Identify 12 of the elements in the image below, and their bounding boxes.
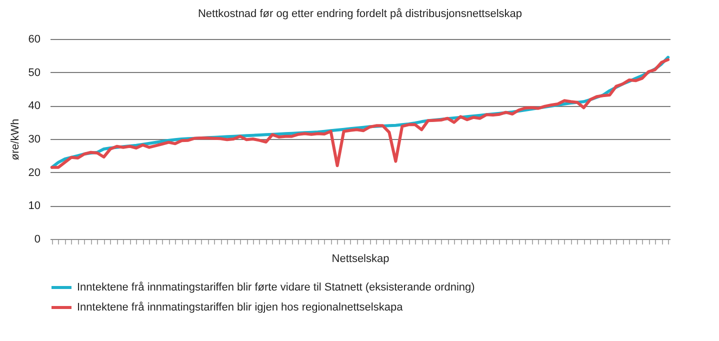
y-tick-label: 0 xyxy=(34,234,40,246)
y-tick-label: 40 xyxy=(28,100,40,112)
legend-label: Inntektene frå innmatingstariffen blir igjen hos regionalnettselskapa xyxy=(77,302,404,314)
chart-title: Nettkostnad før og etter endring fordelt på distribusjonsnettselskap xyxy=(198,8,522,20)
y-tick-label: 30 xyxy=(28,134,40,146)
y-tick-label: 60 xyxy=(28,34,40,46)
y-tick-label: 10 xyxy=(28,200,40,212)
y-tick-label: 50 xyxy=(28,66,40,79)
y-tick-label: 20 xyxy=(28,166,40,179)
y-axis-title: øre/kWh xyxy=(9,118,22,160)
x-axis-title: Nettselskap xyxy=(332,253,390,265)
legend-label: Inntektene frå innmatingstariffen blir førte vidare til Statnett (eksisterande ordning) xyxy=(77,282,475,294)
